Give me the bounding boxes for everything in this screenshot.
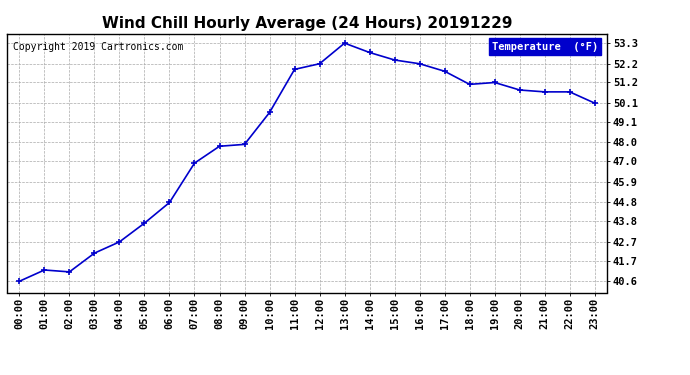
Text: Copyright 2019 Cartronics.com: Copyright 2019 Cartronics.com [13, 42, 184, 51]
Title: Wind Chill Hourly Average (24 Hours) 20191229: Wind Chill Hourly Average (24 Hours) 201… [102, 16, 512, 31]
Text: Temperature  (°F): Temperature (°F) [492, 42, 598, 51]
